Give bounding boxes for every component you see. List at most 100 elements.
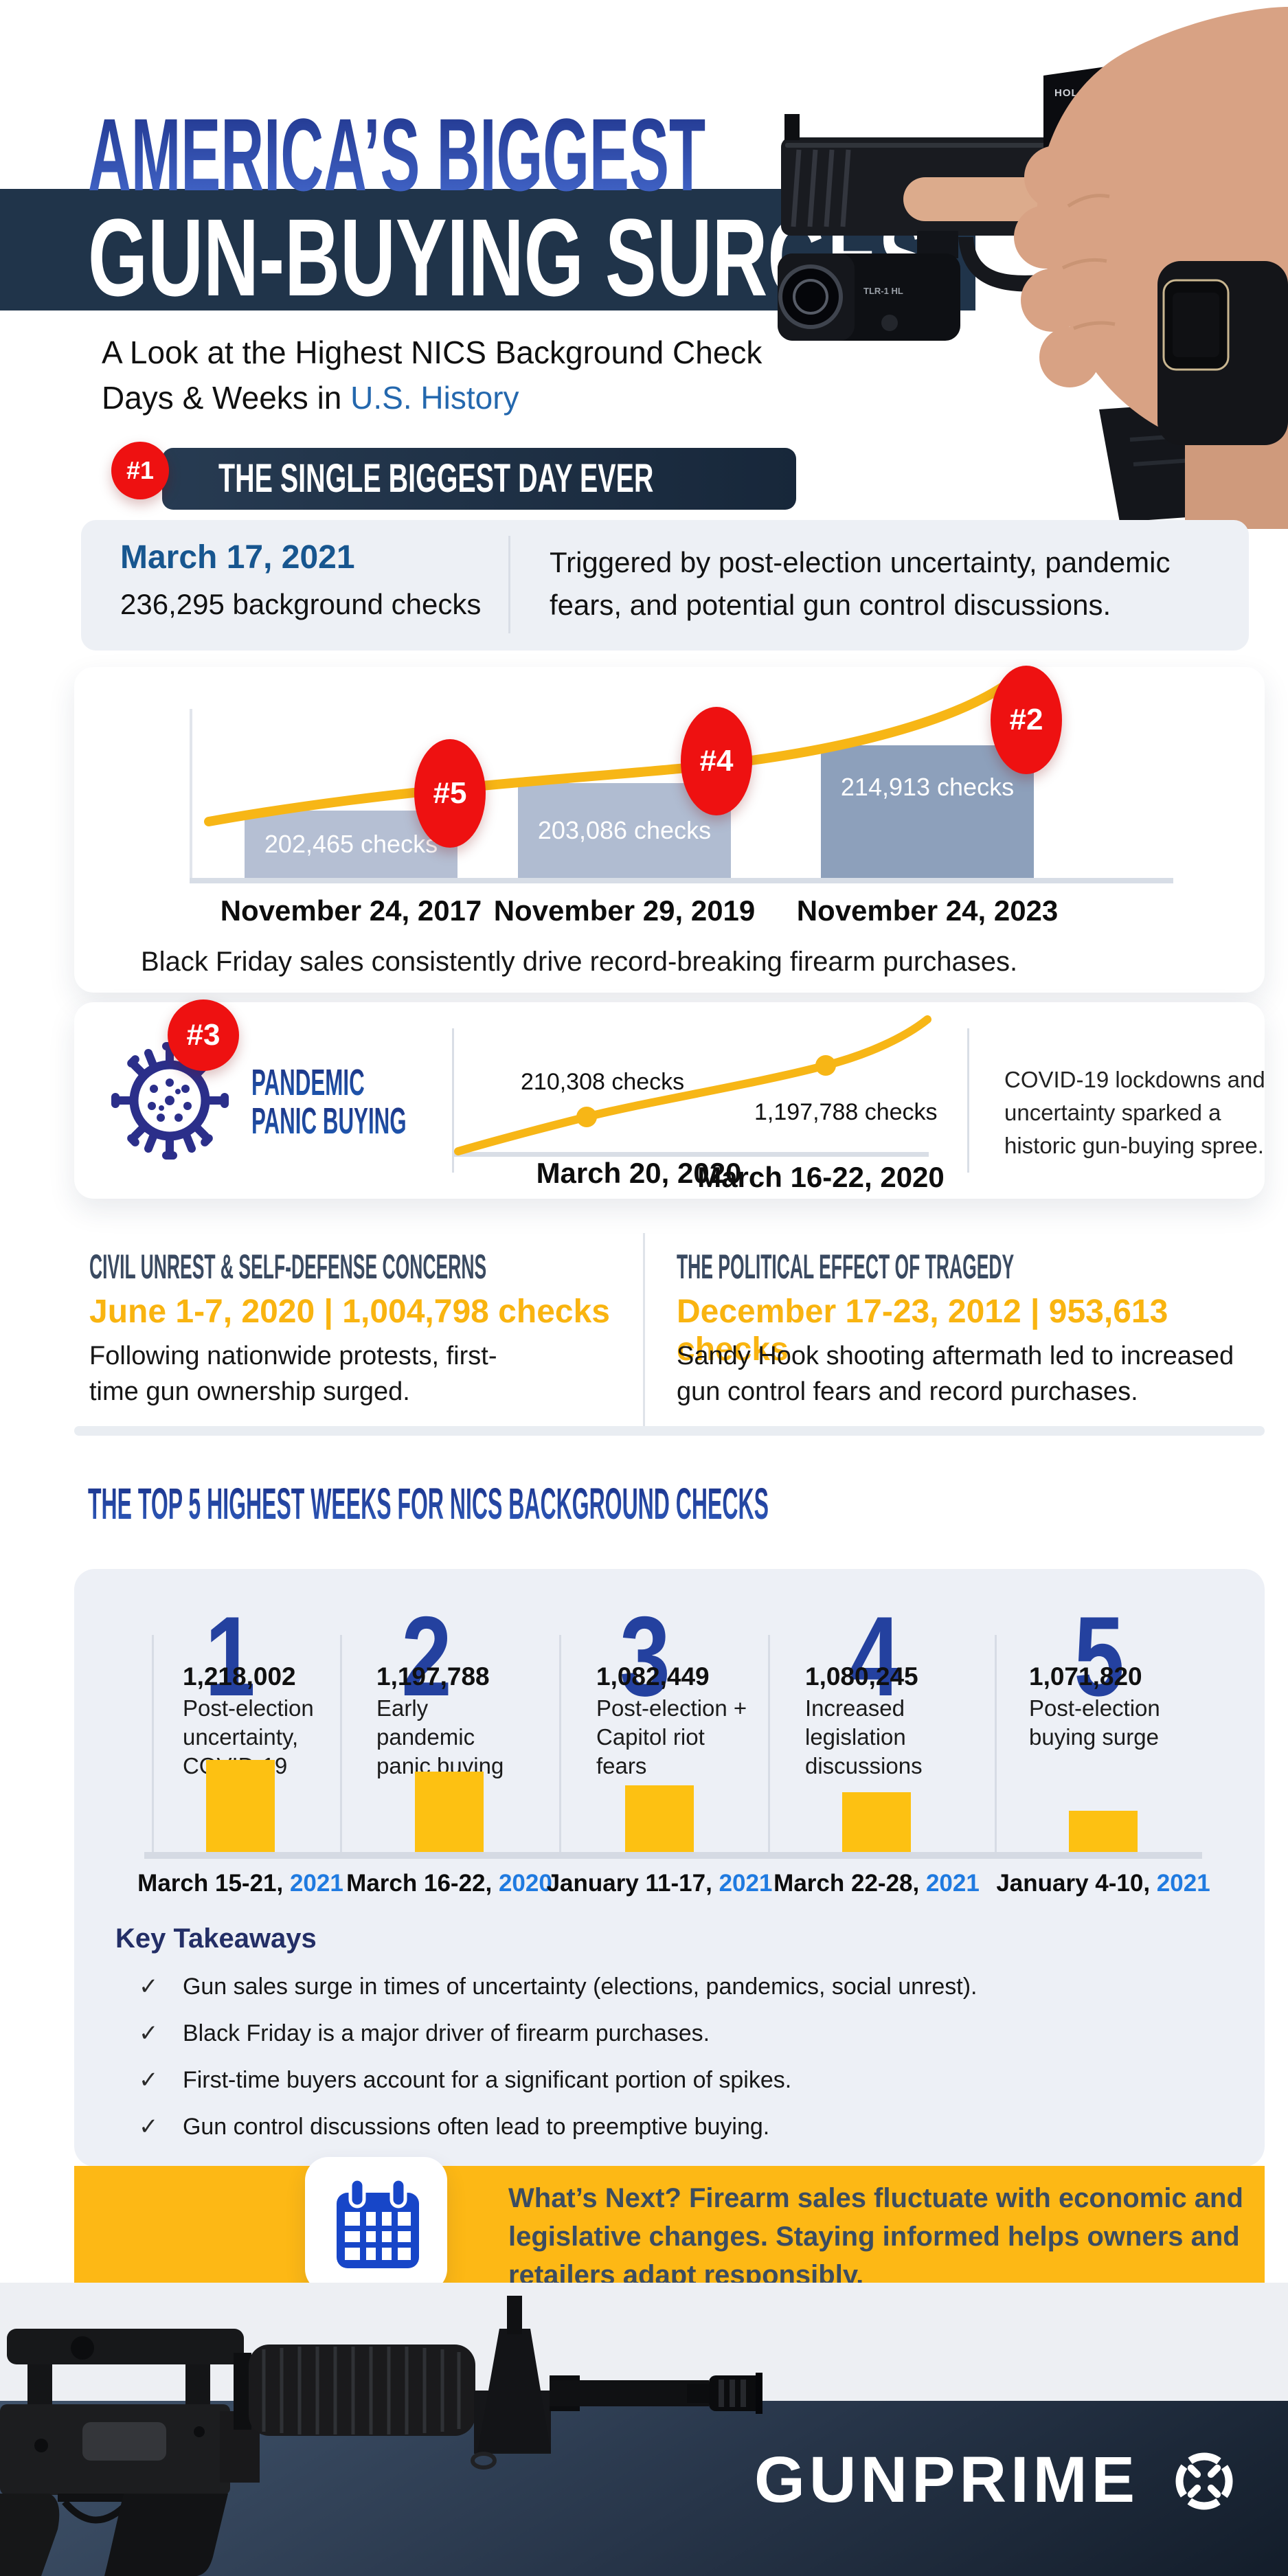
weapon-light-icon: TLR-1 HL (778, 253, 960, 341)
takeaway-item-2: ✓ Black Friday is a major driver of fire… (139, 2020, 710, 2046)
top5-bar-3 (625, 1785, 694, 1852)
top5-date-1: March 15-21, 2021 (137, 1870, 343, 1897)
top5-divider-1 (152, 1635, 154, 1856)
watch-icon (1157, 261, 1288, 445)
top5-bar-2 (415, 1772, 484, 1852)
calendar-icon (337, 2179, 419, 2268)
top5-divider-4 (768, 1635, 770, 1856)
section1-banner-text: THE SINGLE BIGGEST DAY EVER (218, 456, 654, 501)
main-title-line1: AMERICA’S BIGGEST (88, 103, 1153, 206)
top5-bar-1 (206, 1760, 275, 1852)
front-sight-icon (784, 114, 800, 140)
top5-date-4: March 22-28, 2021 (773, 1870, 980, 1897)
top5-value-1: 1,218,002 (183, 1662, 296, 1691)
pandemic-point2-label: 1,197,788 checks (754, 1099, 938, 1125)
event-right-stat: December 17-23, 2012 | 953,613 checks (677, 1293, 1168, 1368)
event-right-title: THE POLITICAL EFFECT OF TRAGEDY (677, 1247, 1015, 1286)
footer-brand: GUNPRIME (754, 2443, 1139, 2516)
top5-baseline (144, 1852, 1202, 1859)
footer-reticle-icon (1175, 2452, 1233, 2510)
top5-bar-4 (842, 1792, 911, 1852)
events-bottom-strip (74, 1426, 1265, 1436)
top5-desc-2: Early pandemic panic buying (376, 1695, 504, 1778)
bf-y-axis (190, 709, 192, 881)
pandemic-title-line2: PANIC BUYING (251, 1100, 407, 1142)
bf-date-3: November 24, 2023 (796, 894, 1059, 927)
pandemic-line-chart (453, 1015, 931, 1157)
check-icon: ✓ (139, 2067, 159, 2093)
section1-card (81, 520, 1249, 651)
event-left-title: CIVIL UNREST & SELF-DEFENSE CONCERNS (89, 1247, 487, 1286)
pandemic-description: COVID-19 lockdowns and uncertainty spark… (1004, 1067, 1265, 1158)
subtitle-line2-prefix: Days & Weeks in (102, 380, 351, 416)
whats-next-text: What’s Next? Firearm sales fluctuate wit… (508, 2183, 1243, 2290)
top5-rank-5: 5 (1074, 1593, 1125, 1719)
top5-title: THE TOP 5 HIGHEST WEEKS FOR NICS BACKGRO… (88, 1479, 769, 1528)
rifle-photo-illustration (0, 2296, 762, 2576)
pandemic-divider-right (967, 1028, 969, 1173)
whats-next-band (74, 2166, 1265, 2283)
top5-desc-4: Increased legislation discussions (805, 1695, 923, 1778)
takeaway-item-4: ✓ Gun control discussions often lead to … (139, 2114, 770, 2140)
top5-value-5: 1,071,820 (1029, 1662, 1142, 1691)
check-icon: ✓ (139, 1974, 159, 2000)
top5-desc-5: Post-election buying surge (1029, 1695, 1160, 1750)
top5-rank-2: 2 (401, 1593, 452, 1719)
top5-bar-5 (1069, 1811, 1138, 1852)
check-icon: ✓ (139, 2114, 159, 2140)
pandemic-title-line1: PANDEMIC (251, 1062, 365, 1103)
event-right-description: Sandy Hook shooting aftermath led to inc… (677, 1342, 1234, 1406)
subtitle-line2-highlight: U.S. History (350, 380, 519, 416)
bf-caption: Black Friday sales consistently drive re… (141, 947, 1018, 977)
top5-value-4: 1,080,245 (805, 1662, 918, 1691)
subtitle-line1: A Look at the Highest NICS Background Ch… (102, 335, 762, 370)
section1-banner: THE SINGLE BIGGEST DAY EVER (162, 448, 796, 510)
top5-divider-5 (995, 1635, 997, 1856)
bf-badge-4: #4 (681, 707, 752, 815)
top5-date-5: January 4-10, 2021 (996, 1870, 1210, 1897)
takeaway-item-3: ✓ First-time buyers account for a signif… (139, 2067, 792, 2093)
top5-value-3: 1,082,449 (596, 1662, 710, 1691)
bf-bar-3: 214,913 checks (821, 745, 1034, 878)
top5-date-2: March 16-22, 2020 (346, 1870, 552, 1897)
top5-date-3: January 11-17, 2021 (546, 1870, 773, 1897)
light-model-label: TLR-1 HL (863, 286, 903, 296)
check-icon: ✓ (139, 2020, 159, 2046)
pandemic-divider-left (452, 1028, 454, 1173)
virus-icon (111, 1042, 229, 1160)
pistol-photo-illustration: HOLOSUN TLR-1 HL (778, 0, 1288, 529)
event-left-description: Following nationwide protests, first-tim… (89, 1342, 497, 1406)
rank1-badge: #1 (111, 442, 169, 499)
takeaways-title: Key Takeaways (115, 1923, 317, 1954)
top5-divider-3 (559, 1635, 561, 1856)
bf-date-1: November 24, 2017 (220, 894, 482, 927)
subtitle-line2: Days & Weeks in U.S. History (102, 379, 519, 416)
top5-desc-3: Post-election + Capitol riot fears (596, 1695, 747, 1778)
bf-bar-3-label: 214,913 checks (840, 773, 1015, 801)
bf-badge-2: #2 (991, 666, 1062, 774)
pandemic-point1-date: March 20, 2020 (536, 1157, 742, 1189)
bf-date-2: November 29, 2019 (493, 894, 756, 927)
takeaway-item-1: ✓ Gun sales surge in times of uncertaint… (139, 1974, 978, 2000)
section1-divider (508, 536, 510, 633)
top5-rank-3: 3 (620, 1593, 670, 1719)
top5-card (74, 1569, 1265, 2167)
bf-bar-2-label: 203,086 checks (537, 816, 712, 844)
event-left-stat: June 1-7, 2020 | 1,004,798 checks (89, 1293, 610, 1330)
bf-bar-1-label: 202,465 checks (264, 830, 438, 858)
bf-baseline (190, 878, 1173, 883)
top5-value-2: 1,197,788 (376, 1662, 490, 1691)
pandemic-point2-date: March 16-22, 2020 (697, 1161, 945, 1193)
section1-description: Triggered by post-election uncertainty, … (550, 546, 1171, 621)
top5-rank-1: 1 (205, 1593, 256, 1719)
bf-badge-5: #5 (414, 739, 486, 848)
section1-date: March 17, 2021 (120, 539, 355, 576)
section1-stat: 236,295 background checks (120, 588, 482, 620)
top5-rank-4: 4 (850, 1593, 901, 1719)
pandemic-point1-label: 210,308 checks (521, 1069, 685, 1095)
bf-trend-curve (204, 670, 1024, 826)
rank3-badge: #3 (168, 999, 239, 1071)
top5-divider-2 (340, 1635, 342, 1856)
main-title-line1-text: AMERICA’S BIGGEST (88, 97, 706, 212)
events-divider (643, 1233, 645, 1432)
